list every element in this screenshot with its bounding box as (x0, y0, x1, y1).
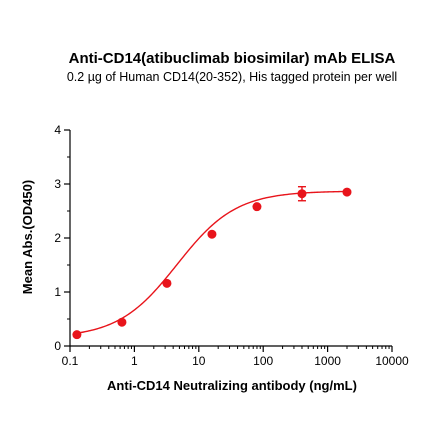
y-tick-label: 4 (54, 123, 61, 137)
y-tick-label: 0 (54, 339, 61, 353)
data-point (162, 278, 172, 288)
data-points-layer (72, 185, 352, 340)
data-point (342, 187, 352, 197)
data-point (72, 330, 82, 340)
y-tick-label: 1 (54, 285, 61, 299)
chart-title: Anti-CD14(atibuclimab biosimilar) mAb EL… (69, 50, 396, 67)
x-tick-label: 100 (253, 354, 273, 368)
fit-curve-line (76, 190, 348, 334)
x-tick-label: 1000 (314, 354, 341, 368)
data-point (252, 202, 262, 212)
chart-subtitle: 0.2 µg of Human CD14(20-352), His tagged… (67, 70, 397, 84)
x-axis-label: Anti-CD14 Neutralizing antibody (ng/mL) (107, 378, 357, 393)
x-tick-label: 0.1 (62, 354, 79, 368)
fit-curve-layer (76, 190, 348, 334)
x-tick-label: 10000 (375, 354, 409, 368)
data-point (117, 317, 127, 327)
axes: 0 1 2 3 4 0.1 1 10 100 1000 10000 (54, 123, 409, 368)
y-tick-label: 3 (54, 177, 61, 191)
data-point (297, 189, 307, 199)
y-tick-label: 2 (54, 231, 61, 245)
x-tick-label: 10 (192, 354, 206, 368)
x-tick-label: 1 (131, 354, 138, 368)
data-point (207, 229, 217, 239)
y-axis-label: Mean Abs.(OD450) (20, 180, 35, 294)
